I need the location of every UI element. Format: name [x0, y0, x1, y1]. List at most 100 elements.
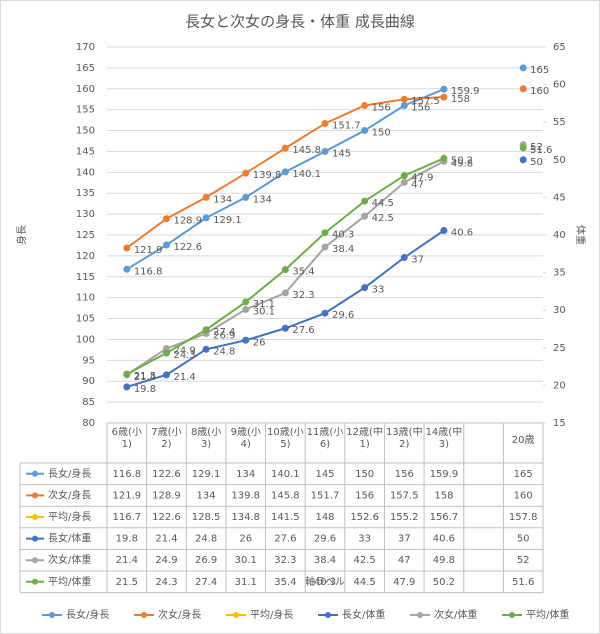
y2-tick-label: 40 [553, 230, 566, 241]
category-cell: 14歳(中3) [426, 427, 463, 450]
x-tick-label: 6歳(小1) [111, 427, 142, 450]
data-point [519, 144, 527, 152]
y2-tick-label: 50 [553, 155, 566, 166]
category-cell: 20歳 [511, 435, 535, 446]
table-row-label: 長女/身長 [48, 467, 91, 480]
y2-tick-label: 55 [553, 117, 566, 128]
data-label: 165 [530, 65, 549, 76]
table-cell: 160 [514, 490, 533, 501]
data-label: 24.3 [173, 350, 195, 361]
category-cell [465, 427, 503, 463]
y2-tick-label: 15 [553, 418, 566, 429]
legend-key-marker [325, 612, 331, 618]
data-point [123, 383, 131, 391]
y-tick-label: 140 [76, 167, 95, 178]
data-label: 150 [372, 128, 391, 139]
data-point [400, 178, 408, 186]
data-point [281, 324, 289, 332]
data-label: 116.8 [134, 266, 163, 277]
table-cell: 116.8 [112, 469, 141, 480]
y-axis-title: 身長 [15, 225, 28, 245]
data-point [519, 156, 527, 164]
data-label: 159.9 [451, 86, 480, 97]
data-point [123, 370, 131, 378]
table-cell: 47 [398, 555, 411, 566]
table-row-label: 平均/身長 [48, 510, 91, 523]
table-row-label: 平均/体重 [48, 575, 91, 588]
table-cell: 157.5 [390, 490, 419, 501]
table-cell: 24.8 [195, 534, 217, 545]
data-label: 21.5 [134, 371, 156, 382]
table-key-marker [32, 578, 38, 585]
x-tick-label: 13歳(中2) [385, 427, 423, 450]
x-tick-label: 7歳(小2) [151, 427, 182, 450]
data-point [162, 241, 170, 249]
table-cell: 122.6 [152, 469, 181, 480]
table-cell: 165 [514, 469, 533, 480]
data-label: 37 [411, 255, 424, 266]
table-cell: 33 [358, 534, 371, 545]
x-tick-label: 20歳 [511, 435, 535, 446]
data-point [361, 101, 369, 109]
data-label: 140.1 [292, 169, 321, 180]
table-cell: 24.3 [155, 577, 177, 588]
table-cell: 40.3 [314, 577, 336, 588]
data-label: 40.6 [451, 227, 473, 238]
table-cell: 150 [355, 469, 374, 480]
data-label: 38.4 [332, 244, 354, 255]
table-cell: 141.5 [271, 512, 300, 523]
legend-label: 平均/身長 [250, 608, 293, 621]
legend-key-marker [49, 612, 55, 618]
data-point [400, 254, 408, 262]
x-axis-title: 軸ラベル [305, 575, 345, 588]
data-point [242, 298, 250, 306]
table-cell: 50 [517, 534, 530, 545]
y-tick-label: 170 [76, 42, 95, 53]
data-label: 139.8 [253, 170, 282, 181]
x-tick-label: 11歳(小6) [306, 427, 344, 450]
table-cell: 21.4 [116, 555, 138, 566]
data-label: 47 [411, 179, 424, 190]
y-tick-label: 90 [82, 376, 95, 387]
table-cell: 47.9 [393, 577, 415, 588]
data-label: 33 [372, 285, 385, 296]
table-cell: 27.4 [195, 577, 217, 588]
table-cell: 148 [315, 512, 334, 523]
category-cell: 6歳(小1) [111, 427, 142, 450]
table-cell: 151.7 [311, 490, 340, 501]
table-cell: 42.5 [354, 555, 376, 566]
data-label: 50.2 [451, 155, 473, 166]
x-tick-label: 9歳(小4) [230, 427, 261, 450]
x-tick-label: 12歳(中1) [346, 427, 383, 450]
data-label: 157.5 [411, 96, 440, 107]
data-label: 128.9 [173, 216, 202, 227]
table-cell: 128.5 [192, 512, 221, 523]
table-row-label: 次女/体重 [48, 553, 91, 566]
data-label: 160 [530, 86, 549, 97]
data-label: 27.6 [292, 325, 314, 336]
data-point [321, 309, 329, 317]
table-cell: 158 [434, 490, 453, 501]
table-cell: 129.1 [192, 469, 221, 480]
data-point [361, 197, 369, 205]
table-key-marker [32, 535, 38, 542]
y-tick-label: 125 [76, 230, 95, 241]
table-cell: 26.9 [195, 555, 217, 566]
table-cell: 134 [236, 469, 255, 480]
data-label: 50 [530, 157, 543, 168]
table-cell: 52 [517, 555, 530, 566]
chart-title: 長女と次女の身長・体重 成長曲線 [185, 13, 415, 31]
data-label: 42.5 [372, 213, 394, 224]
table-cell: 44.5 [354, 577, 376, 588]
table-key-marker [32, 514, 38, 520]
data-label: 49.8 [451, 158, 473, 169]
data-point [321, 147, 329, 155]
category-cell: 11歳(小6) [306, 427, 344, 450]
data-point [202, 326, 210, 334]
table-cell: 30.1 [235, 555, 257, 566]
data-label: 156 [372, 102, 391, 113]
y-tick-label: 120 [76, 251, 95, 262]
legend-label: 次女/体重 [434, 608, 477, 621]
data-point [162, 349, 170, 357]
